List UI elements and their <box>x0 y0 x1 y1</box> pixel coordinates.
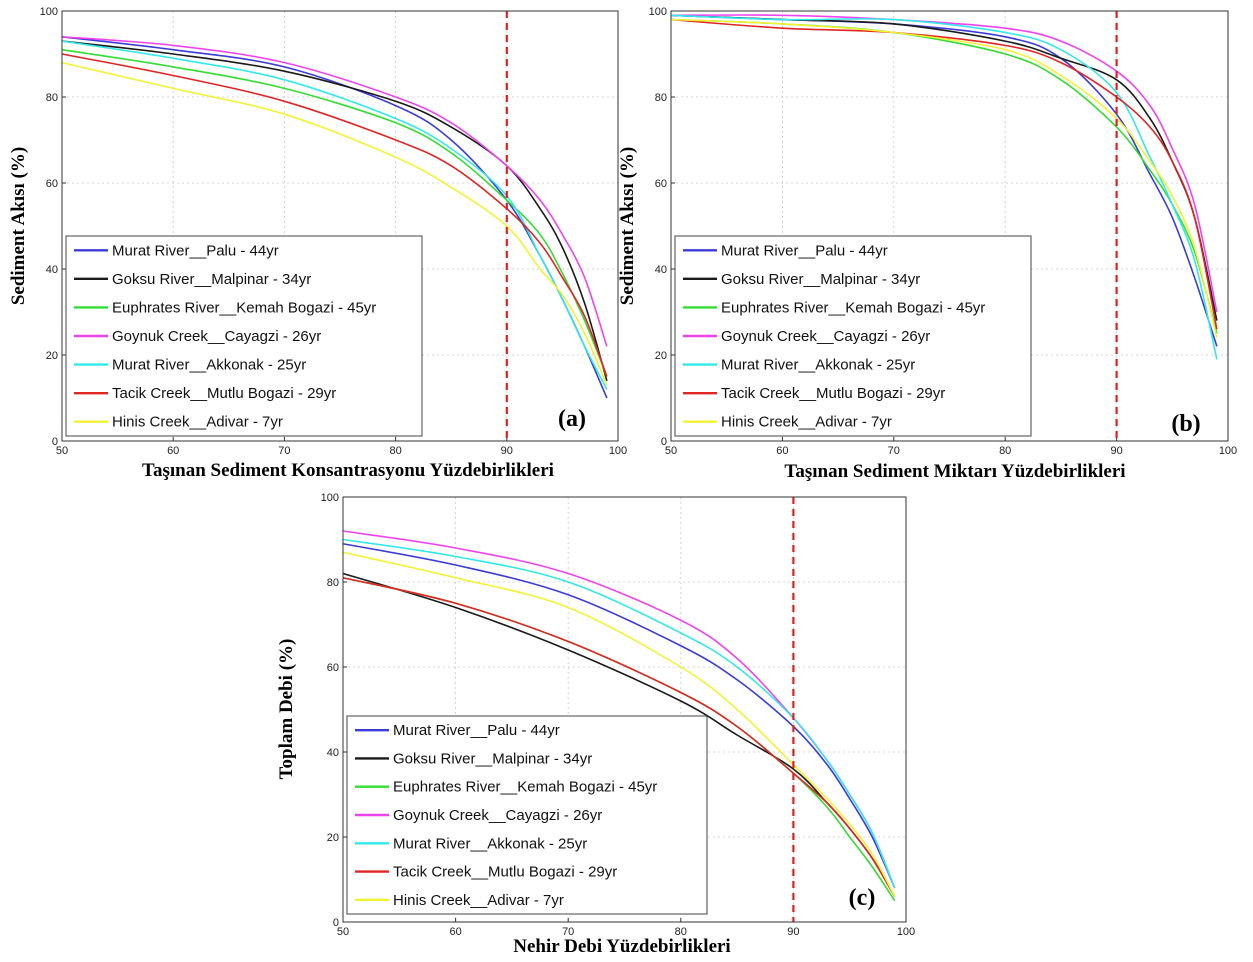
x-tick-label: 50 <box>665 445 677 457</box>
y-tick-label: 20 <box>46 350 58 362</box>
y-tick-label: 40 <box>46 264 58 276</box>
x-tick-label: 70 <box>888 445 900 457</box>
legend-label: Hinis Creek__Adivar - 7yr <box>112 414 283 431</box>
x-tick-label: 90 <box>787 926 799 938</box>
x-tick-label: 100 <box>897 926 915 938</box>
legend: Murat River__Palu - 44yr Goksu River__Mal… <box>346 715 708 915</box>
series-line-6 <box>61 53 608 377</box>
legend-box <box>346 715 708 915</box>
series-line-1 <box>342 542 896 889</box>
x-tick-label: 90 <box>1110 445 1122 457</box>
legend-label: Tacik Creek__Mutlu Bogazi - 29yr <box>721 385 945 402</box>
chart-panel-2: 50 60 70 80 90 100 0 20 40 60 80 100 Murat River__Pa… <box>617 6 1237 482</box>
chart-panel-3: 50 60 70 80 90 100 0 20 40 60 80 100 Murat River__Pa… <box>276 492 915 957</box>
series-line-7 <box>670 18 1218 338</box>
legend-box <box>674 235 1032 437</box>
legend-label: Goynuk Creek__Cayagzi - 26yr <box>112 328 321 345</box>
legend-label: Murat River__Palu - 44yr <box>393 722 560 739</box>
x-tick-label: 80 <box>675 926 687 938</box>
x-tick-label: 100 <box>609 445 627 457</box>
legend-label: Goksu River__Malpinar - 34yr <box>721 271 920 288</box>
legend-label: Goksu River__Malpinar - 34yr <box>112 271 311 288</box>
y-tick-label: 60 <box>327 662 339 674</box>
legend-label: Murat River__Palu - 44yr <box>112 242 279 259</box>
legend-label: Euphrates River__Kemah Bogazi - 45yr <box>393 779 657 796</box>
x-tick-label: 50 <box>337 926 349 938</box>
legend-label: Euphrates River__Kemah Bogazi - 45yr <box>112 299 376 316</box>
x-tick-label: 70 <box>278 445 290 457</box>
series-line-3 <box>61 48 608 377</box>
series-line-6 <box>670 18 1218 330</box>
y-tick-label: 80 <box>655 92 667 104</box>
x-tick-label: 100 <box>1219 445 1237 457</box>
y-axis-label: Toplam Debi (%) <box>276 639 297 780</box>
x-tick-label: 60 <box>449 926 461 938</box>
legend-label: Murat River__Akkonak - 25yr <box>393 835 587 852</box>
legend-label: Murat River__Akkonak - 25yr <box>721 357 915 374</box>
series-line-5 <box>61 40 608 390</box>
legend-label: Hinis Creek__Adivar - 7yr <box>393 892 564 909</box>
x-tick-label: 70 <box>562 926 574 938</box>
y-tick-label: 100 <box>321 492 339 504</box>
legend: Murat River__Palu - 44yr Goksu River__Mal… <box>65 235 423 437</box>
series-line-4 <box>61 36 608 347</box>
legend-label: Murat River__Palu - 44yr <box>721 242 888 259</box>
legend-label: Hinis Creek__Adivar - 7yr <box>721 414 892 431</box>
axes-frame <box>670 10 1229 442</box>
x-axis-label: Taşınan Sediment Konsantrasyonu Yüzdebir… <box>142 460 554 481</box>
x-axis-label: Taşınan Sediment Miktarı Yüzdebirlikleri <box>784 461 1125 482</box>
y-tick-label: 40 <box>655 264 667 276</box>
y-tick-label: 0 <box>333 917 339 929</box>
y-tick-label: 80 <box>327 577 339 589</box>
y-tick-label: 0 <box>52 436 58 448</box>
series-line-7 <box>342 551 896 897</box>
series-line-2 <box>61 40 608 382</box>
legend-box <box>65 235 423 437</box>
y-tick-label: 0 <box>661 436 667 448</box>
y-tick-label: 20 <box>655 350 667 362</box>
y-tick-label: 100 <box>40 6 58 18</box>
y-tick-label: 60 <box>46 178 58 190</box>
series-line-5 <box>342 538 896 889</box>
legend-label: Euphrates River__Kemah Bogazi - 45yr <box>721 299 985 316</box>
legend-label: Murat River__Akkonak - 25yr <box>112 357 306 374</box>
x-axis-label: Nehir Debi Yüzdebirlikleri <box>513 936 730 957</box>
panel-label: (c) <box>849 885 876 911</box>
series-line-5 <box>670 14 1218 360</box>
chart-panel-1: 50 60 70 80 90 100 0 20 40 60 80 100 Murat River__Pa… <box>8 6 627 481</box>
x-tick-label: 80 <box>389 445 401 457</box>
legend-label: Goynuk Creek__Cayagzi - 26yr <box>721 328 930 345</box>
panel-label: (b) <box>1171 411 1200 437</box>
x-tick-label: 80 <box>999 445 1011 457</box>
x-tick-label: 90 <box>501 445 513 457</box>
y-axis-label: Sediment Akısı (%) <box>8 147 29 305</box>
legend: Murat River__Palu - 44yr Goksu River__Mal… <box>674 235 1032 437</box>
series-line-6 <box>342 576 896 897</box>
series-line-7 <box>61 61 608 386</box>
legend-label: Tacik Creek__Mutlu Bogazi - 29yr <box>393 864 617 881</box>
x-tick-label: 60 <box>167 445 179 457</box>
y-tick-label: 60 <box>655 178 667 190</box>
legend-label: Goynuk Creek__Cayagzi - 26yr <box>393 807 602 824</box>
y-axis-label: Sediment Akısı (%) <box>617 147 638 305</box>
axes-frame <box>342 496 907 923</box>
panel-label: (a) <box>558 406 586 432</box>
x-tick-label: 50 <box>56 445 68 457</box>
legend-label: Goksu River__Malpinar - 34yr <box>393 750 592 767</box>
y-tick-label: 80 <box>46 92 58 104</box>
legend-label: Tacik Creek__Mutlu Bogazi - 29yr <box>112 385 336 402</box>
y-tick-label: 100 <box>649 6 667 18</box>
x-tick-label: 60 <box>776 445 788 457</box>
axes-frame <box>61 10 619 442</box>
series-line-4 <box>670 14 1218 313</box>
y-tick-label: 40 <box>327 747 339 759</box>
y-tick-label: 20 <box>327 832 339 844</box>
